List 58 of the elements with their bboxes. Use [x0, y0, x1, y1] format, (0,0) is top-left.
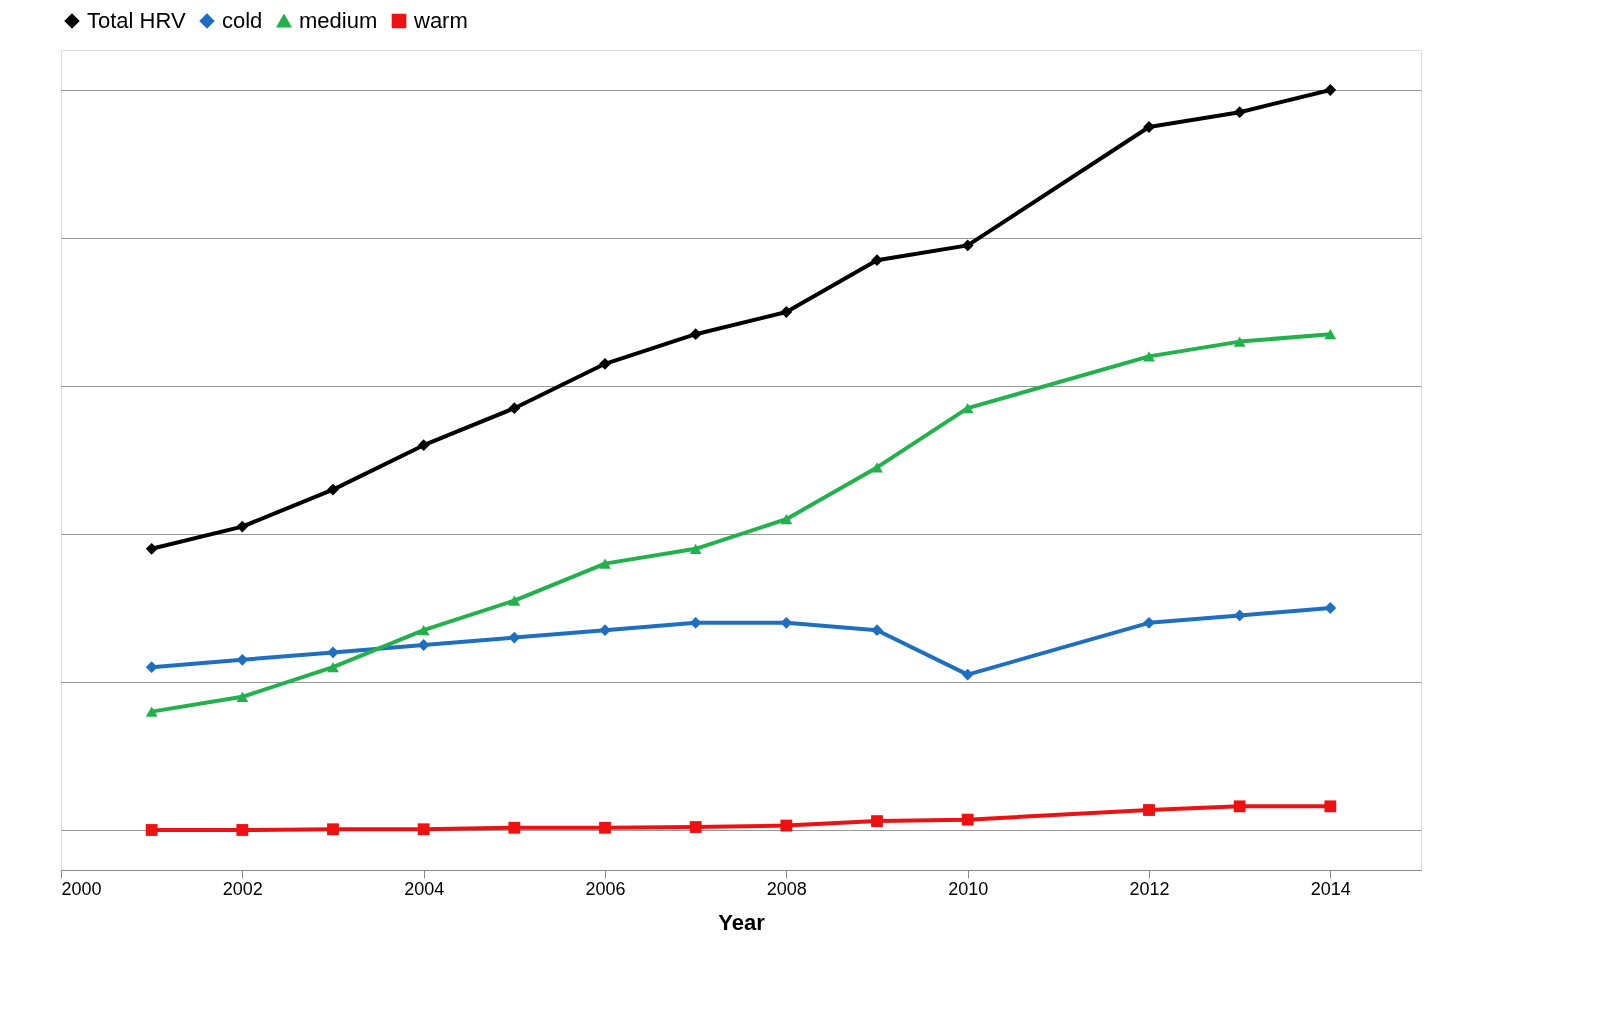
point: [1324, 602, 1337, 614]
point: [327, 823, 339, 836]
point: [780, 306, 793, 318]
point: [599, 624, 611, 637]
legend-label: Total HRV: [87, 8, 186, 33]
x-tick-label: 2004: [404, 878, 445, 899]
point: [599, 821, 611, 834]
point: [145, 661, 158, 674]
x-tick-label: 2008: [766, 878, 807, 899]
point: [1233, 800, 1246, 813]
point: [1143, 804, 1155, 816]
point: [780, 514, 793, 525]
point: [1143, 351, 1155, 362]
point: [599, 357, 611, 370]
point: [780, 819, 793, 832]
point: [1324, 800, 1337, 813]
legend-label: medium: [299, 8, 378, 33]
point: [508, 402, 521, 415]
point: [961, 239, 974, 252]
point: [508, 821, 521, 834]
legend-label: warm: [413, 8, 468, 33]
x-tick-label: 2012: [1129, 878, 1170, 899]
x-axis-title: Year: [718, 909, 766, 935]
point: [1143, 616, 1155, 629]
point: [871, 815, 883, 828]
legend-label: cold: [222, 8, 263, 33]
point: [871, 624, 883, 637]
point: [961, 668, 974, 681]
point: [1324, 329, 1337, 340]
point: [327, 662, 339, 673]
point: [1324, 84, 1337, 96]
x-tick-label: 2014: [1310, 878, 1351, 899]
point: [599, 558, 611, 569]
point: [236, 520, 249, 533]
point: [1233, 336, 1246, 347]
point: [689, 543, 702, 554]
point: [417, 439, 430, 452]
x-tick-label: 2000: [61, 878, 102, 899]
point: [689, 328, 702, 341]
point: [145, 542, 158, 555]
point: [327, 483, 339, 496]
point: [961, 403, 974, 414]
point: [871, 254, 883, 267]
point: [236, 691, 249, 702]
point: [689, 821, 702, 833]
point: [417, 625, 430, 636]
point: [145, 706, 158, 717]
point: [1233, 106, 1246, 119]
x-tick-label: 2010: [948, 878, 989, 899]
point: [327, 646, 339, 659]
x-tick-label: 2002: [222, 878, 263, 899]
point: [508, 595, 521, 606]
point: [871, 462, 883, 473]
point: [417, 823, 430, 836]
point: [145, 824, 158, 836]
point: [236, 824, 249, 836]
x-tick-label: 2006: [585, 878, 626, 899]
point: [961, 813, 974, 826]
